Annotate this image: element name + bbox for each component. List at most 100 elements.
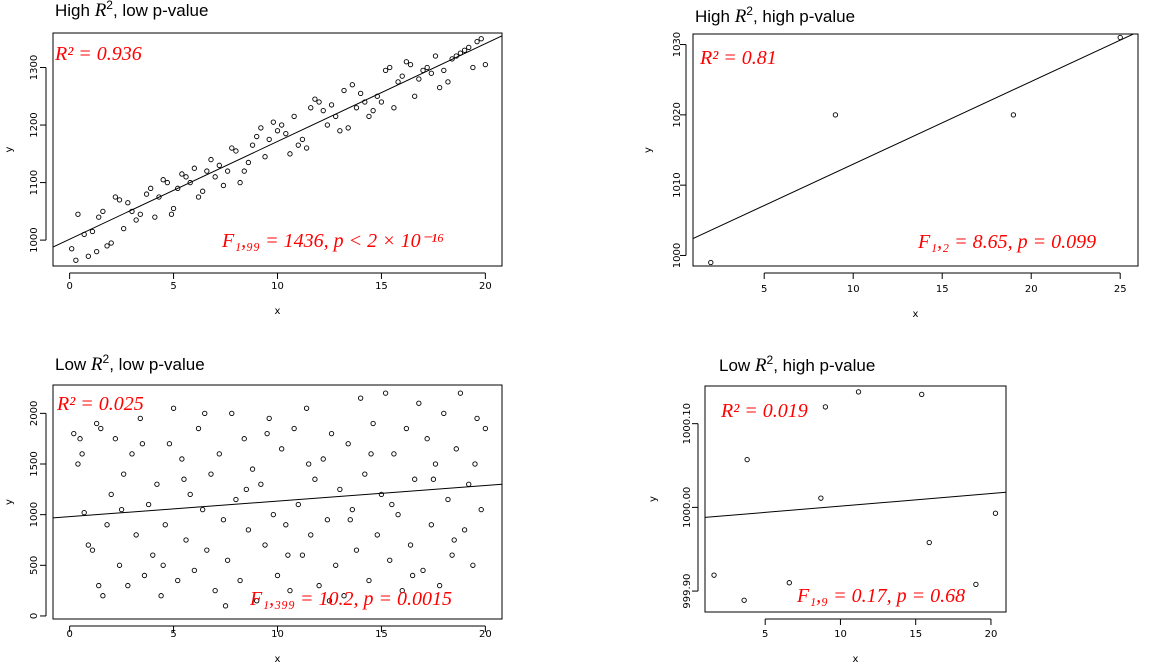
data-point (308, 532, 314, 538)
data-point (108, 491, 114, 498)
data-point (337, 486, 343, 492)
y-tick-label: 1500 (29, 451, 40, 476)
data-point (399, 587, 405, 594)
data-point (451, 537, 457, 543)
chart-panel-4: Low R2, high p-value 5 10 15 20 999.90 1000.00… (648, 353, 1007, 665)
x-axis-label: x (275, 306, 281, 317)
data-point (69, 246, 75, 252)
data-point (208, 156, 214, 163)
data-point (312, 96, 318, 102)
data-point (204, 547, 210, 553)
data-point (306, 461, 312, 467)
data-point (744, 457, 750, 463)
data-point (81, 509, 87, 516)
data-point (249, 466, 256, 472)
data-point (222, 603, 229, 609)
data-point (432, 461, 439, 467)
data-point (233, 148, 239, 154)
data-point (195, 194, 202, 200)
chart-title-prefix: Low (55, 355, 91, 374)
data-points (69, 36, 489, 263)
plot-frame (52, 384, 503, 620)
y-axis-label: y (648, 496, 659, 502)
data-point (403, 59, 410, 65)
x-tick-label: 15 (375, 281, 388, 292)
data-point (229, 145, 235, 151)
data-point (258, 481, 264, 487)
y-tick-label: 1010 (672, 172, 683, 197)
data-point (183, 537, 189, 543)
data-point (104, 522, 110, 528)
y-tick-label: 1000 (29, 502, 40, 527)
data-point (160, 177, 166, 183)
chart-panel-2: High R2, high p-value 5 10 15 20 25 1000 1010 10… (643, 4, 1139, 320)
data-point (919, 391, 925, 398)
x-tick-label: 5 (762, 629, 768, 640)
data-point (436, 85, 443, 91)
data-point (407, 542, 414, 548)
data-point (324, 122, 331, 128)
data-point (154, 481, 160, 487)
data-point (409, 572, 416, 579)
data-point (818, 495, 824, 501)
data-point (187, 491, 193, 498)
data-point (368, 451, 374, 457)
data-point (299, 552, 306, 558)
regression-line (693, 34, 1135, 240)
data-point (441, 410, 447, 417)
data-point (220, 517, 227, 523)
data-point (374, 93, 380, 99)
y-tick-label: 0 (29, 613, 40, 619)
data-point (274, 572, 281, 579)
data-point (424, 436, 430, 442)
data-point (407, 61, 414, 68)
data-point (156, 194, 162, 200)
data-point (168, 211, 175, 217)
f-statistic-annotation: F₁,₃₉₉ = 10.2, p = 0.0015 (249, 588, 452, 610)
data-point (145, 501, 152, 508)
data-point (241, 168, 247, 174)
data-point (786, 580, 792, 586)
data-point (121, 225, 127, 232)
data-point (150, 552, 156, 558)
data-point (283, 131, 289, 137)
data-point (353, 105, 360, 111)
f-statistic-annotation: F₁,₉₉ = 1436, p < 2 × 10⁻¹⁶ (221, 230, 444, 252)
data-point (200, 188, 206, 194)
data-point (441, 67, 447, 74)
data-point (143, 191, 150, 197)
data-point (116, 562, 123, 568)
data-point (291, 425, 297, 432)
data-point (237, 179, 243, 186)
data-point (139, 441, 146, 447)
data-point (96, 214, 102, 220)
data-point (79, 451, 85, 457)
y-tick-label: 500 (29, 556, 40, 575)
data-point (245, 527, 252, 533)
x-tick-label: 20 (1025, 284, 1038, 295)
data-point (378, 99, 385, 105)
data-point (266, 415, 272, 422)
data-point (108, 240, 114, 246)
chart-title-sup: 2 (103, 352, 110, 366)
data-point (466, 481, 472, 487)
data-point (262, 154, 268, 160)
data-point (320, 456, 326, 462)
data-point (204, 168, 210, 174)
y-tick-label: 1000.00 (682, 487, 693, 528)
data-point (141, 572, 148, 579)
f-statistic-annotation: F₁,₂ = 8.65, p = 0.099 (917, 231, 1096, 253)
data-point (303, 405, 310, 411)
x-axis-label: x (913, 309, 919, 320)
chart-title: Low R2, low p-value (55, 352, 205, 375)
y-tick-label: 1000 (672, 243, 683, 268)
data-point (333, 113, 339, 120)
chart-title-symbol: R (90, 354, 103, 375)
data-point (229, 410, 235, 417)
chart-title-prefix: High (55, 1, 95, 20)
data-point (237, 577, 243, 584)
data-point (262, 542, 268, 548)
chart-title-sup: 2 (106, 0, 113, 12)
chart-title-sup: 2 (767, 353, 774, 367)
data-point (382, 67, 389, 74)
